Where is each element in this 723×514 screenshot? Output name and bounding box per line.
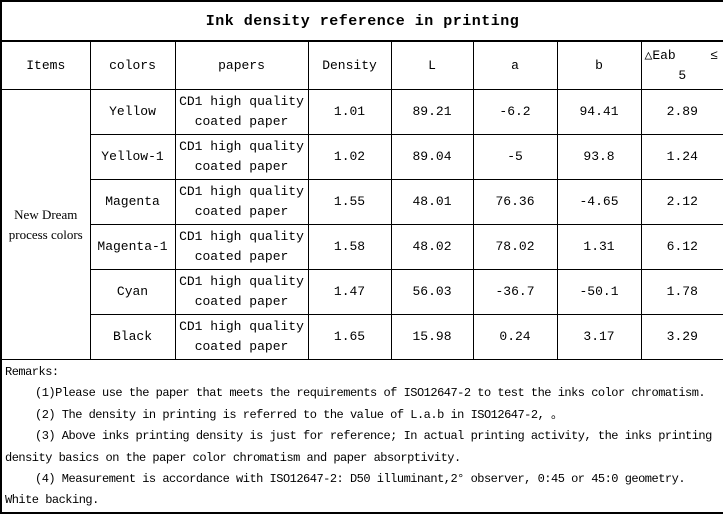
remarks-row: Remarks: (1)Please use the paper that me…	[1, 360, 723, 513]
delta-eab-label: △Eab	[645, 46, 676, 66]
cell-paper: CD1 high quality coated paper	[175, 135, 308, 180]
remark-line-1: (1)Please use the paper that meets the r…	[5, 383, 719, 404]
cell-paper: CD1 high quality coated paper	[175, 225, 308, 270]
items-group-cell: New Dream process colors	[1, 90, 90, 360]
table-row: New Dream process colors Yellow CD1 high…	[1, 90, 723, 135]
cell-b: 1.31	[557, 225, 641, 270]
table-title: Ink density reference in printing	[1, 1, 723, 41]
cell-a: 78.02	[473, 225, 557, 270]
cell-eab: 2.12	[641, 180, 723, 225]
remarks-heading: Remarks:	[5, 362, 719, 383]
cell-a: 0.24	[473, 315, 557, 360]
cell-l: 89.21	[391, 90, 473, 135]
header-cell-l: L	[391, 41, 473, 90]
remark-line-4: (4) Measurement is accordance with ISO12…	[5, 469, 719, 512]
cell-density: 1.01	[308, 90, 391, 135]
cell-b: 3.17	[557, 315, 641, 360]
cell-b: 94.41	[557, 90, 641, 135]
cell-eab: 1.24	[641, 135, 723, 180]
cell-l: 15.98	[391, 315, 473, 360]
less-equal-symbol: ≤	[710, 46, 718, 66]
cell-b: -4.65	[557, 180, 641, 225]
cell-color: Black	[90, 315, 175, 360]
table-row: Yellow-1 CD1 high quality coated paper 1…	[1, 135, 723, 180]
cell-a: -6.2	[473, 90, 557, 135]
cell-paper: CD1 high quality coated paper	[175, 90, 308, 135]
header-row: Items colors papers Density L a b △Eab ≤…	[1, 41, 723, 90]
cell-eab: 1.78	[641, 270, 723, 315]
cell-color: Cyan	[90, 270, 175, 315]
cell-color: Yellow	[90, 90, 175, 135]
cell-color: Yellow-1	[90, 135, 175, 180]
cell-density: 1.47	[308, 270, 391, 315]
table-row: Magenta-1 CD1 high quality coated paper …	[1, 225, 723, 270]
header-cell-b: b	[557, 41, 641, 90]
cell-paper: CD1 high quality coated paper	[175, 270, 308, 315]
remarks-cell: Remarks: (1)Please use the paper that me…	[1, 360, 723, 513]
cell-l: 89.04	[391, 135, 473, 180]
cell-density: 1.65	[308, 315, 391, 360]
cell-b: -50.1	[557, 270, 641, 315]
cell-density: 1.55	[308, 180, 391, 225]
remark-line-2: (2) The density in printing is referred …	[5, 405, 719, 426]
header-cell-items: Items	[1, 41, 90, 90]
cell-eab: 2.89	[641, 90, 723, 135]
cell-a: -36.7	[473, 270, 557, 315]
cell-paper: CD1 high quality coated paper	[175, 315, 308, 360]
cell-density: 1.02	[308, 135, 391, 180]
header-cell-eab: △Eab ≤ 5	[641, 41, 723, 90]
eab-header-top: △Eab ≤	[642, 46, 723, 66]
cell-color: Magenta	[90, 180, 175, 225]
table-row: Black CD1 high quality coated paper 1.65…	[1, 315, 723, 360]
remark-line-3: (3) Above inks printing density is just …	[5, 426, 719, 469]
cell-density: 1.58	[308, 225, 391, 270]
cell-l: 56.03	[391, 270, 473, 315]
cell-eab: 6.12	[641, 225, 723, 270]
table-row: Magenta CD1 high quality coated paper 1.…	[1, 180, 723, 225]
eab-threshold: 5	[642, 66, 723, 85]
cell-a: 76.36	[473, 180, 557, 225]
cell-l: 48.02	[391, 225, 473, 270]
header-cell-a: a	[473, 41, 557, 90]
cell-color: Magenta-1	[90, 225, 175, 270]
header-cell-papers: papers	[175, 41, 308, 90]
cell-b: 93.8	[557, 135, 641, 180]
cell-l: 48.01	[391, 180, 473, 225]
table-row: Cyan CD1 high quality coated paper 1.47 …	[1, 270, 723, 315]
remarks-block: Remarks: (1)Please use the paper that me…	[5, 362, 719, 512]
cell-paper: CD1 high quality coated paper	[175, 180, 308, 225]
header-cell-colors: colors	[90, 41, 175, 90]
cell-a: -5	[473, 135, 557, 180]
header-cell-density: Density	[308, 41, 391, 90]
cell-eab: 3.29	[641, 315, 723, 360]
title-row: Ink density reference in printing	[1, 1, 723, 41]
